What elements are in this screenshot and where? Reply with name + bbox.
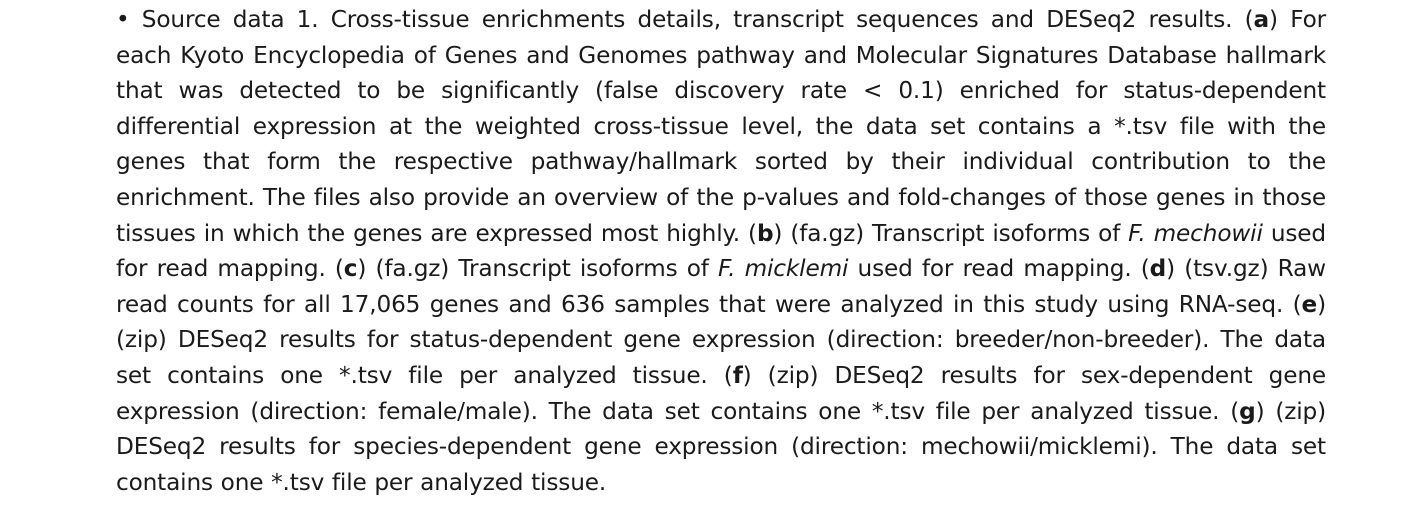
item-f-text: (zip) DESeq2 results for sex-dependent g… bbox=[116, 361, 1326, 425]
item-b-text-before: (fa.gz) Transcript isoforms of bbox=[790, 219, 1121, 247]
item-letter-f: f bbox=[732, 361, 743, 389]
item-g-text: (zip) DESeq2 results for species-depende… bbox=[116, 397, 1326, 496]
item-d-text: (tsv.gz) Raw read counts for all 17,065 … bbox=[116, 255, 1326, 318]
entry-title: Source data 1. Cross-tissue enrichments … bbox=[141, 6, 1233, 33]
item-letter-a: a bbox=[1253, 6, 1270, 33]
item-b-species: F. mechowii bbox=[1128, 219, 1263, 247]
item-b-text-after: used for read mapping. bbox=[116, 219, 1326, 283]
bullet: • bbox=[116, 6, 130, 33]
item-letter-b: b bbox=[756, 219, 774, 247]
item-c-text-before: (fa.gz) Transcript isoforms of bbox=[375, 255, 709, 283]
item-e-text: (zip) DESeq2 results for status-dependen… bbox=[116, 326, 1326, 389]
item-a-text: For each Kyoto Encyclopedia of Genes and… bbox=[116, 6, 1326, 247]
item-c-species: F. micklemi bbox=[717, 255, 849, 283]
item-letter-d: d bbox=[1149, 255, 1167, 283]
supplementary-file-entry: • Source data 1. Cross-tissue enrichment… bbox=[116, 6, 1326, 496]
item-letter-e: e bbox=[1301, 290, 1318, 318]
item-letter-c: c bbox=[343, 255, 358, 283]
item-c-text-after: used for read map­ping. bbox=[857, 255, 1132, 283]
item-letter-g: g bbox=[1239, 397, 1256, 425]
